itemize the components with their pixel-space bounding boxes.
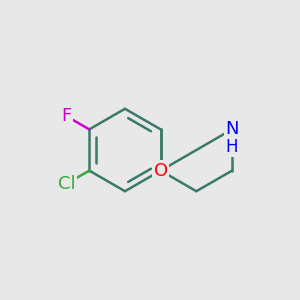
Text: F: F	[61, 107, 71, 125]
Text: H: H	[226, 138, 238, 156]
Text: N: N	[225, 120, 239, 138]
Text: O: O	[154, 162, 168, 180]
Text: Cl: Cl	[58, 175, 75, 193]
